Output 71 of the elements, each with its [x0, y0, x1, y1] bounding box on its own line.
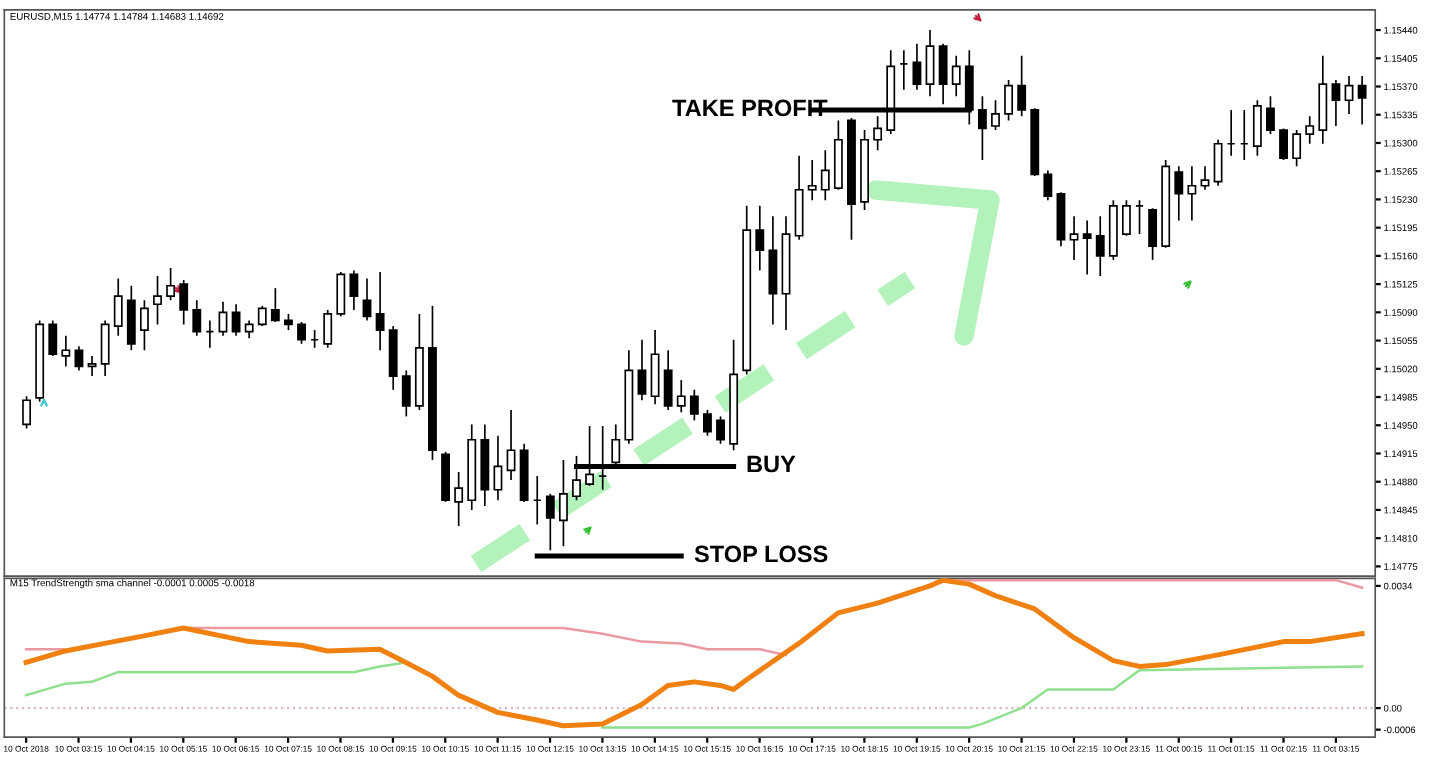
candlestick: [22, 395, 32, 430]
candlestick: [1266, 95, 1275, 135]
candlestick: [506, 409, 516, 481]
candlestick: [1305, 115, 1315, 145]
candlestick: [768, 215, 778, 326]
annotation: TAKE PROFIT: [672, 99, 828, 117]
candlestick: [323, 309, 333, 349]
candlestick: [716, 415, 725, 445]
candlestick: [991, 99, 1000, 131]
candlestick: [270, 287, 280, 323]
candlestick: [637, 338, 647, 402]
candlestick: [873, 115, 883, 152]
candlestick: [48, 319, 58, 357]
candlestick: [1121, 199, 1131, 237]
candlestick: [1213, 138, 1223, 187]
candlestick: [87, 355, 97, 377]
candlestick: [1043, 169, 1053, 202]
candlestick: [375, 271, 385, 352]
candlestick: [336, 271, 346, 318]
candlestick: [676, 379, 686, 414]
candlestick: [349, 269, 359, 311]
candlestick: [192, 299, 202, 337]
candlestick: [362, 277, 372, 322]
candlestick: [454, 471, 464, 527]
candlestick: [1082, 219, 1092, 276]
candlestick: [100, 319, 110, 377]
candlestick: [820, 149, 830, 202]
candlestick: [755, 205, 765, 272]
candlestick: [1069, 215, 1079, 261]
candlestick: [153, 275, 162, 326]
candlestick: [1331, 79, 1341, 127]
candlestick: [218, 301, 228, 337]
candlestick: [977, 95, 987, 161]
candlestick: [61, 334, 71, 368]
candlestick: [650, 329, 660, 406]
candlestick: [1292, 129, 1302, 168]
candlestick: [1004, 79, 1014, 122]
candlestick: [297, 321, 306, 345]
candlestick: [401, 369, 411, 418]
candlestick: [1344, 75, 1354, 115]
candlestick: [126, 284, 136, 352]
candlestick: [388, 325, 398, 391]
candlestick: [1252, 99, 1262, 157]
candlestick: [1148, 207, 1158, 261]
candlestick: [689, 388, 699, 422]
candlestick: [441, 451, 451, 503]
candlestick: [1174, 165, 1184, 222]
candlestick: [1318, 55, 1328, 145]
candlestick: [1200, 165, 1210, 191]
candlestick: [703, 409, 712, 437]
candlestick: [807, 159, 817, 202]
candlestick: [663, 349, 673, 411]
candlestick: [1279, 127, 1288, 161]
candlestick: [794, 155, 804, 241]
candlestick: [1056, 191, 1066, 248]
candlestick: [1357, 75, 1367, 126]
candlestick: [951, 55, 961, 98]
annotation: STOP LOSS: [694, 545, 828, 563]
candlestick: [925, 29, 935, 98]
candlestick: [139, 299, 149, 352]
candlestick: [1187, 165, 1197, 222]
candlestick: [74, 345, 84, 372]
candlestick: [493, 434, 503, 502]
candlestick: [1095, 215, 1105, 277]
candlestick: [912, 42, 922, 91]
candlestick: [558, 459, 568, 548]
candlestick: [257, 305, 267, 327]
candlestick: [231, 303, 241, 337]
candlestick: [1017, 55, 1027, 118]
candlestick: [113, 277, 123, 337]
annotation: BUY: [747, 455, 796, 473]
